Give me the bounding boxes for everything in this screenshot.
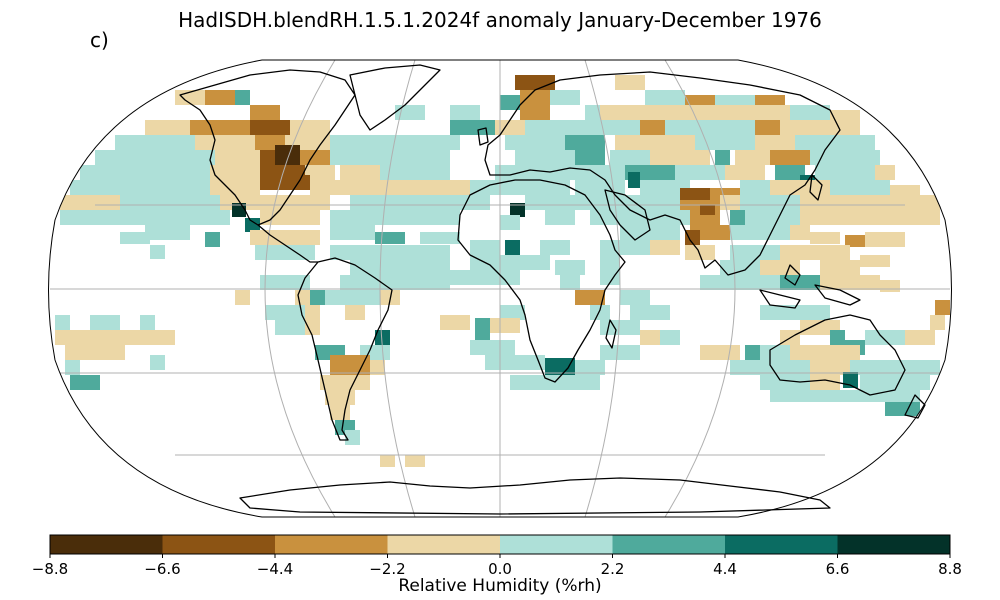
colorbar-swatch — [837, 535, 951, 554]
colorbar-swatch — [725, 535, 838, 554]
coastlines — [179, 64, 926, 515]
colorbar-swatch — [50, 535, 163, 554]
anomaly-grid — [55, 75, 950, 467]
colorbar-swatch — [387, 535, 501, 554]
colorbar-tick-label: 4.4 — [713, 560, 737, 578]
colorbar-tick-label: −2.2 — [369, 560, 406, 578]
panel-label: c) — [90, 28, 109, 52]
colorbar-tick-label: 0.0 — [488, 560, 512, 578]
colorbar-tick-label: −4.4 — [256, 560, 294, 578]
colorbar-label: Relative Humidity (%rh) — [398, 576, 602, 596]
colorbar-tick-label: 6.6 — [825, 560, 850, 578]
colorbar-tick-label: −8.8 — [31, 560, 69, 578]
colorbar-swatch — [162, 535, 276, 554]
colorbar-tick-label: −6.6 — [144, 560, 181, 578]
map-title: HadISDH.blendRH.1.5.1.2024f anomaly Janu… — [178, 8, 822, 32]
colorbar-swatch — [275, 535, 388, 554]
colorbar-tick-label: 2.2 — [600, 560, 625, 578]
colorbar-swatch — [500, 535, 613, 554]
colorbar-tick-label: 8.8 — [938, 560, 962, 578]
globe-outline — [48, 59, 952, 518]
colorbar-swatch — [612, 535, 726, 554]
